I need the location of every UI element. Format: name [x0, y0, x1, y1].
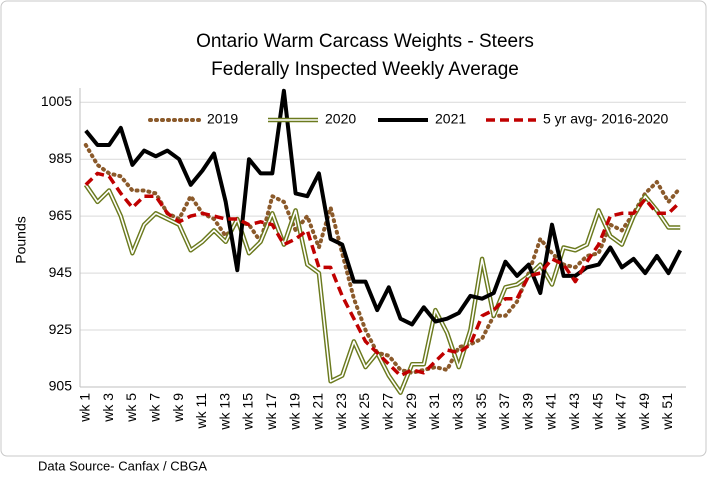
chart-subtitle: Federally Inspected Weekly Average	[211, 59, 519, 80]
x-tick-label: wk 1	[77, 393, 93, 423]
x-tick-label: wk 41	[543, 393, 559, 431]
x-tick-label: wk 13	[216, 393, 232, 431]
y-tick-label: 1005	[41, 93, 72, 109]
y-tick-label: 985	[49, 150, 73, 166]
x-tick-label: wk 29	[403, 393, 419, 431]
series-line-inner	[85, 184, 681, 394]
x-tick-label: wk 35	[473, 393, 489, 431]
x-tick-label: wk 25	[356, 393, 372, 431]
chart-border	[0, 0, 707, 457]
legend-label: 2020	[325, 111, 356, 127]
x-tick-label: wk 33	[449, 393, 465, 431]
source-note: Data Source- Canfax / CBGA	[38, 458, 207, 473]
y-tick-label: 925	[49, 321, 73, 337]
legend-label: 2019	[207, 111, 238, 127]
x-tick-label: wk 5	[123, 393, 139, 423]
y-tick-label: 905	[49, 378, 73, 394]
y-tick-label: 965	[49, 207, 73, 223]
x-tick-label: wk 3	[100, 393, 116, 423]
x-tick-label: wk 47	[613, 393, 629, 431]
x-tick-label: wk 27	[380, 393, 396, 431]
x-tick-label: wk 43	[566, 393, 582, 431]
y-tick-label: 945	[49, 264, 73, 280]
x-tick-label: wk 39	[519, 393, 535, 431]
legend-label: 5 yr avg- 2016-2020	[543, 111, 669, 127]
legend-label: 2021	[435, 111, 466, 127]
x-tick-label: wk 9	[170, 393, 186, 423]
chart-title: Ontario Warm Carcass Weights - Steers	[196, 31, 534, 52]
x-tick-label: wk 49	[636, 393, 652, 431]
x-tick-label: wk 45	[589, 393, 605, 431]
x-tick-label: wk 37	[496, 393, 512, 431]
x-tick-label: wk 31	[426, 393, 442, 431]
series-line	[84, 171, 682, 378]
y-axis-label: Pounds	[13, 216, 29, 263]
x-tick-label: wk 19	[286, 393, 302, 431]
x-tick-label: wk 15	[240, 393, 256, 431]
x-tick-label: wk 11	[193, 393, 209, 430]
x-tick-label: wk 7	[146, 393, 162, 423]
x-tick-label: wk 17	[263, 393, 279, 431]
x-tick-label: wk 51	[659, 393, 675, 431]
x-tick-label: wk 21	[310, 393, 326, 431]
x-tick-label: wk 23	[333, 393, 349, 431]
series-line	[83, 143, 683, 375]
